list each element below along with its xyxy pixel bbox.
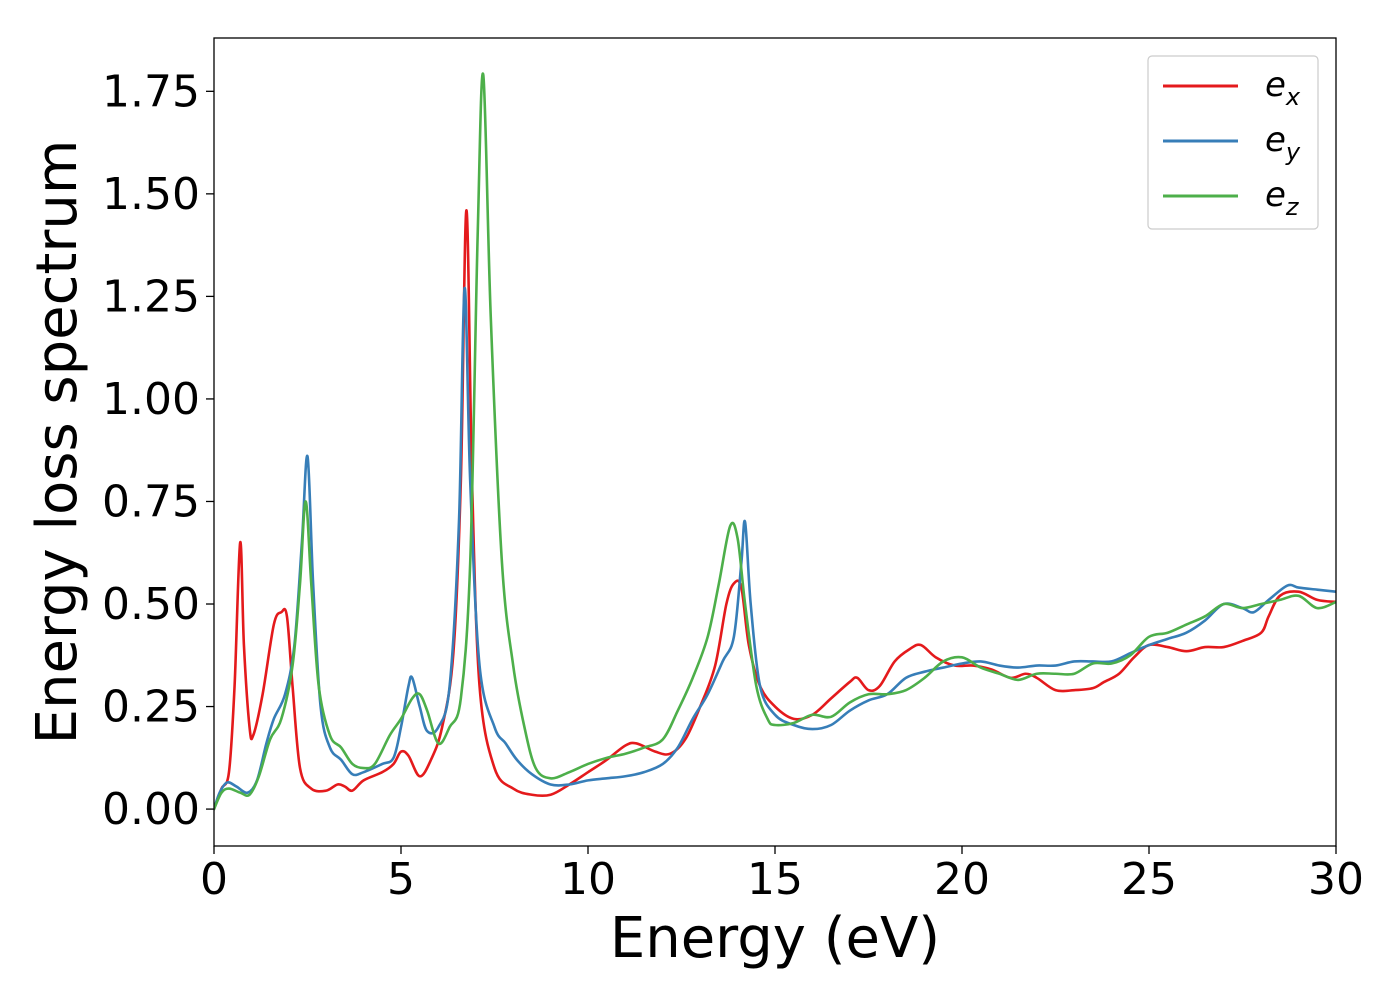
legend-label-subscript: x [1285, 83, 1301, 111]
legend-label-base: e [1265, 65, 1286, 105]
y-axis-title: Energy loss spectrum [25, 140, 90, 745]
x-tick-label: 10 [560, 854, 616, 905]
legend-label-base: e [1265, 175, 1286, 215]
legend-label-subscript: z [1285, 193, 1300, 221]
x-tick-label: 20 [934, 854, 990, 905]
series-line-z [214, 72, 1336, 811]
y-tick-label: 0.25 [102, 682, 200, 733]
x-tick-label: 0 [200, 854, 228, 905]
x-tick-label: 25 [1121, 854, 1177, 905]
y-axis: 0.00 0.25 0.50 0.75 1.00 1.25 1.50 1.75 [102, 66, 214, 835]
x-axis: 0 5 10 15 20 25 30 [200, 846, 1364, 905]
y-tick-label: 1.50 [102, 169, 200, 220]
x-tick-label: 30 [1308, 854, 1364, 905]
x-tick-label: 15 [747, 854, 803, 905]
y-tick-label: 1.75 [102, 66, 200, 117]
y-tick-label: 0.75 [102, 476, 200, 527]
y-tick-label: 1.25 [102, 271, 200, 322]
series-layer [214, 72, 1336, 811]
y-tick-label: 1.00 [102, 374, 200, 425]
x-axis-title: Energy (eV) [610, 906, 940, 971]
x-tick-label: 5 [387, 854, 415, 905]
legend-label-subscript: y [1285, 138, 1301, 166]
series-line-y [214, 286, 1336, 811]
legend-label-y: ey [1265, 120, 1301, 166]
y-tick-label: 0.00 [102, 784, 200, 835]
legend-label-z: ez [1265, 175, 1300, 221]
legend-label-x: ex [1265, 65, 1301, 111]
legend-label-base: e [1265, 120, 1286, 160]
y-tick-label: 0.50 [102, 579, 200, 630]
